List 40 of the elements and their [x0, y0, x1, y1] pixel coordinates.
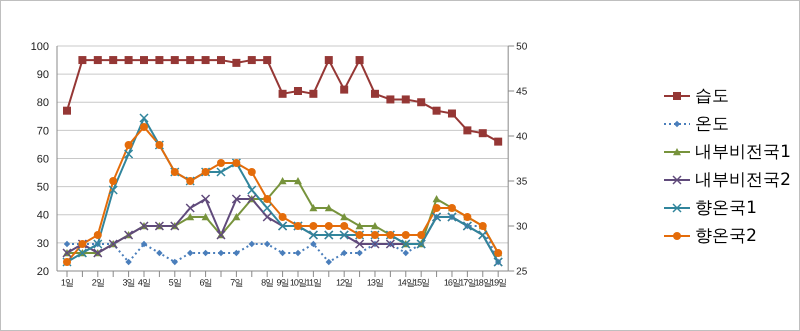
x-tick-label: 8일 [261, 277, 274, 288]
x-tick-label: 3일 [122, 277, 135, 288]
x-tick-label: 15일 [413, 277, 430, 288]
x-tick-label: 5일 [168, 277, 181, 288]
x-tick-label: 10일 [290, 277, 306, 288]
x-tick-label: 1일 [60, 277, 74, 288]
y-tick-label: 100 [30, 40, 49, 53]
legend-label: 향온국2 [695, 225, 757, 247]
y2-tick-label: 30 [516, 222, 528, 233]
y-tick-label: 20 [36, 266, 49, 278]
x-tick-label: 11일 [306, 277, 322, 288]
y2-tick-label: 25 [516, 266, 528, 278]
y-tick-label: 50 [36, 182, 49, 194]
x-tick-label: 7일 [230, 277, 242, 288]
x-tick-label: 2일 [92, 277, 104, 288]
x-tick-label: 16일 [444, 277, 460, 288]
y-tick-label: 90 [36, 69, 49, 82]
x-tick-label: 12일 [336, 277, 352, 288]
y2-tick-label: 45 [516, 86, 528, 98]
y-tick-label: 70 [36, 125, 49, 138]
x-tick-label: 4일 [138, 277, 150, 288]
y2-tick-label: 35 [516, 176, 528, 188]
y2-tick-label: 50 [516, 42, 528, 53]
x-tick-label: 18일 [474, 277, 491, 288]
y-tick-label: 60 [36, 153, 49, 166]
x-tick-label: 14일 [398, 277, 414, 288]
y-tick-label: 30 [36, 238, 49, 250]
y-tick-label: 80 [36, 97, 49, 110]
legend-label: 향온국1 [695, 197, 757, 219]
y-tick-label: 40 [36, 210, 49, 222]
x-tick-label: 6일 [199, 277, 212, 288]
legend-label: 내부비전국2 [695, 169, 791, 191]
x-tick-label: 19일 [490, 277, 506, 288]
x-tick-label: 17일 [459, 277, 476, 288]
y2-tick-label: 40 [516, 132, 528, 143]
legend-label: 온도 [695, 113, 730, 135]
x-tick-label: 9일 [276, 277, 289, 288]
legend-label: 내부비전국1 [695, 141, 791, 163]
x-tick-label: 13일 [366, 277, 384, 288]
legend-label: 습도 [695, 85, 730, 107]
